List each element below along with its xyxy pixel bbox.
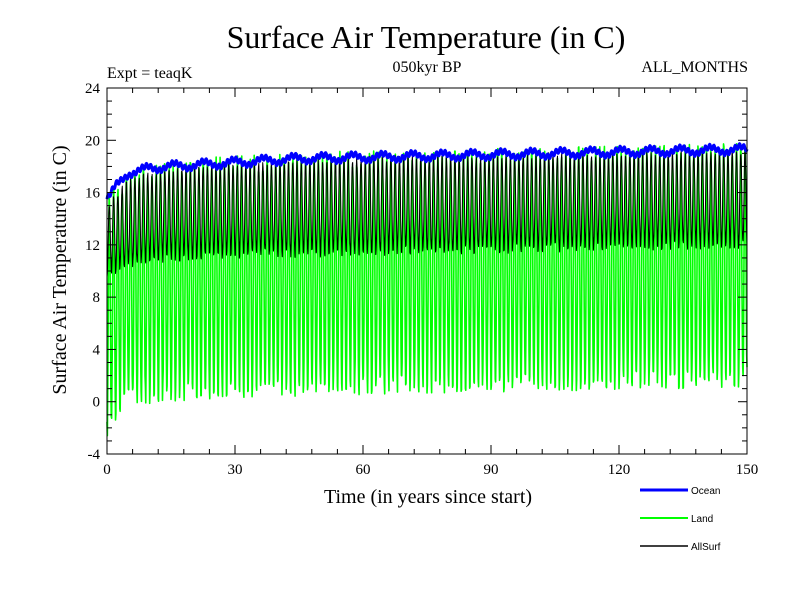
x-tick-label: 0 (103, 462, 111, 478)
y-axis-label: Surface Air Temperature (in C) (49, 145, 71, 394)
months-label: ALL_MONTHS (641, 59, 748, 76)
tick-layer (106, 87, 748, 455)
land-series-line (106, 143, 748, 437)
experiment-label: Expt = teaqK (107, 65, 193, 82)
legend-land-label: Land (691, 514, 713, 525)
series-layer (105, 142, 749, 437)
y-tick-label: 24 (85, 81, 101, 97)
x-axis-label: Time (in years since start) (324, 486, 532, 508)
y-tick-label: 0 (93, 395, 101, 411)
allsurf-series-line (106, 148, 748, 277)
legend-ocean-label: Ocean (691, 486, 720, 497)
x-tick-label: 150 (736, 462, 759, 478)
x-tick-label: 30 (228, 462, 243, 478)
chart-title: Surface Air Temperature (in C) (227, 19, 626, 55)
y-tick-label: -4 (88, 447, 101, 463)
plot-frame (106, 87, 748, 455)
y-tick-label: 20 (85, 133, 100, 149)
y-tick-label: 16 (85, 186, 101, 202)
x-tick-label: 120 (608, 462, 631, 478)
y-tick-label: 4 (93, 342, 101, 358)
x-tick-label: 90 (484, 462, 499, 478)
x-tick-label: 60 (356, 462, 371, 478)
legend-allsurf-label: AllSurf (691, 542, 721, 553)
ocean-series-line (105, 142, 749, 200)
legend: Ocean Land AllSurf (640, 486, 721, 553)
y-tick-label: 8 (93, 290, 101, 306)
period-label: 050kyr BP (393, 59, 462, 76)
y-tick-label: 12 (85, 238, 100, 254)
